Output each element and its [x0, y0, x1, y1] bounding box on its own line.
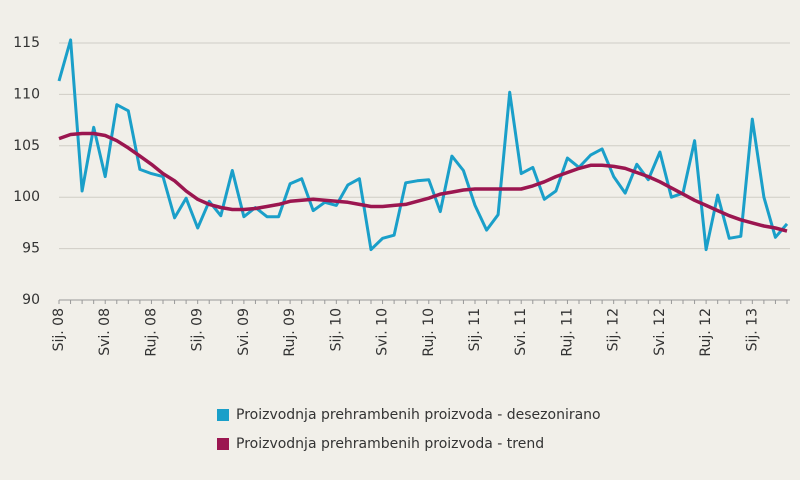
- x-tick-label: Sij. 09: [190, 308, 206, 351]
- x-tick-label: Ruj. 12: [698, 308, 714, 357]
- x-tick-label: Ruj. 08: [143, 308, 159, 357]
- legend-swatch: [217, 409, 229, 421]
- x-tick-label: Sij. 11: [467, 308, 483, 351]
- y-tick-label: 100: [13, 189, 40, 205]
- x-tick-label: Ruj. 11: [559, 308, 575, 357]
- x-tick-label: Svi. 11: [513, 308, 529, 356]
- x-tick-label: Sij. 10: [328, 308, 344, 351]
- y-tick-label: 90: [22, 292, 40, 308]
- legend-label: Proizvodnja prehrambenih proizvoda - des…: [236, 407, 601, 423]
- series-line: [57, 38, 789, 252]
- y-tick-label: 115: [13, 35, 40, 51]
- y-tick-label: 110: [13, 86, 40, 102]
- series-line: [58, 131, 788, 233]
- x-tick-label: Svi. 12: [652, 308, 668, 356]
- x-tick-label: Sij. 13: [744, 308, 760, 351]
- y-tick-label: 105: [13, 138, 40, 154]
- x-tick-label: Sij. 12: [606, 308, 622, 351]
- x-tick-label: Svi. 10: [375, 308, 391, 356]
- x-tick-label: Svi. 08: [97, 308, 113, 356]
- y-tick-label: 95: [22, 241, 40, 257]
- x-tick-label: Svi. 09: [236, 308, 252, 356]
- x-tick-label: Sij. 08: [51, 308, 67, 351]
- x-tick-label: Ruj. 10: [421, 308, 437, 357]
- x-tick-label: Ruj. 09: [282, 308, 298, 357]
- legend-label: Proizvodnja prehrambenih proizvoda - tre…: [236, 436, 544, 452]
- legend-swatch: [217, 438, 229, 450]
